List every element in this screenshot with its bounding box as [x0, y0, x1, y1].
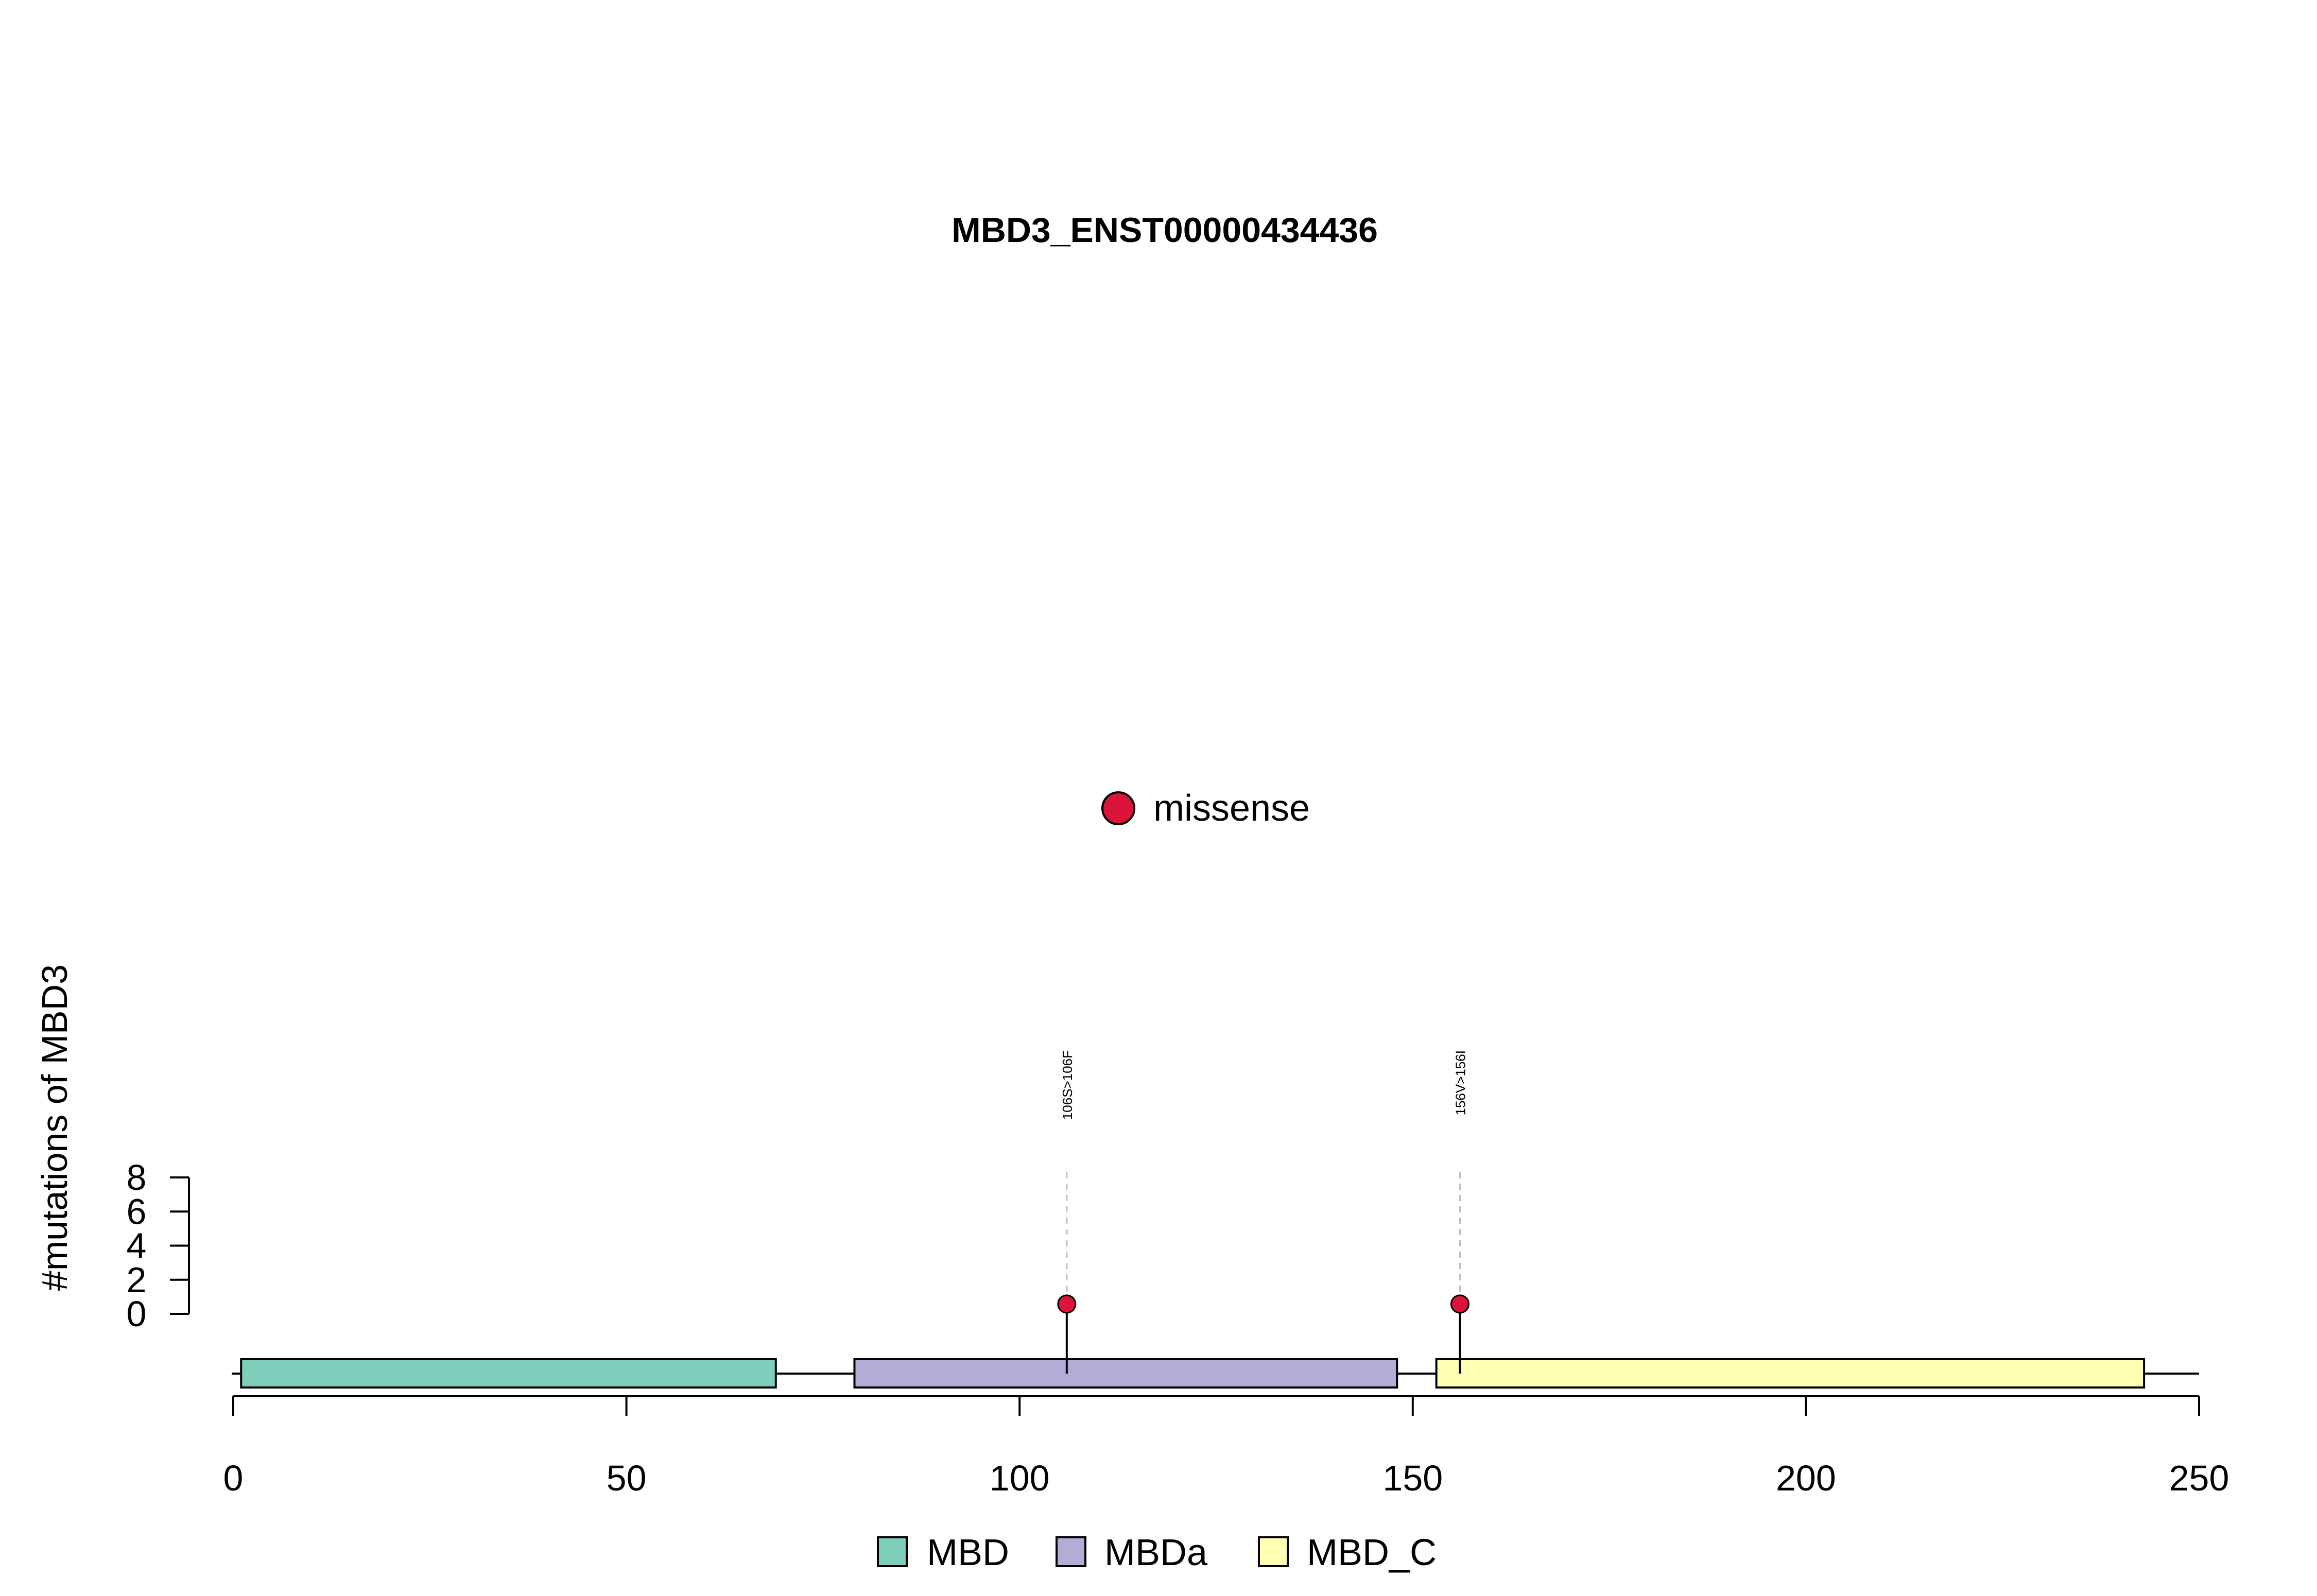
legend-mbda-label: MBDa: [1104, 1532, 1208, 1573]
domain-mbd: [240, 1358, 777, 1389]
y-tick-label: 8: [127, 1157, 147, 1198]
x-tick-label: 50: [607, 1458, 647, 1498]
x-tick-label: 150: [1382, 1458, 1443, 1498]
legend-mbda-swatch: [1056, 1536, 1086, 1567]
domain-track: [240, 1358, 2146, 1389]
y-tick-label: 6: [127, 1191, 147, 1231]
lollipop-head: [1450, 1294, 1469, 1314]
domain-mbda: [853, 1358, 1398, 1389]
y-tick-label: 0: [127, 1294, 147, 1334]
y-axis-label: #mutations of MBD3: [34, 964, 75, 1291]
legend-mbd-c-label: MBD_C: [1307, 1532, 1437, 1573]
mutation-label: 106S>106F: [1060, 1050, 1075, 1120]
chart-title: MBD3_ENST00000434436: [952, 211, 1378, 250]
legend-missense-label: missense: [1153, 788, 1310, 829]
lollipop-head: [1057, 1294, 1077, 1314]
y-tick-label: 4: [127, 1226, 147, 1266]
mutation-legend: missense: [1101, 788, 1310, 829]
x-tick-label: 0: [223, 1458, 244, 1498]
legend-mbd-label: MBD: [927, 1532, 1009, 1573]
x-axis: 0 50 100 150 200 250: [223, 1395, 2229, 1498]
domain-legend: MBD MBDa MBD_C: [877, 1532, 1437, 1573]
x-tick-label: 100: [990, 1458, 1050, 1498]
legend-mbd-swatch: [877, 1536, 908, 1567]
domain-mbd-c: [1435, 1358, 2146, 1389]
x-tick-label: 250: [2169, 1458, 2229, 1498]
x-tick-label: 200: [1776, 1458, 1836, 1498]
mutation-label: 156V>156I: [1453, 1050, 1468, 1116]
legend-mbd-c-swatch: [1258, 1536, 1289, 1567]
y-tick-label: 2: [127, 1260, 147, 1300]
mutation-lollipops: 106S>106F 156V>156I: [1057, 1050, 1469, 1374]
legend-missense-marker: [1101, 791, 1135, 825]
